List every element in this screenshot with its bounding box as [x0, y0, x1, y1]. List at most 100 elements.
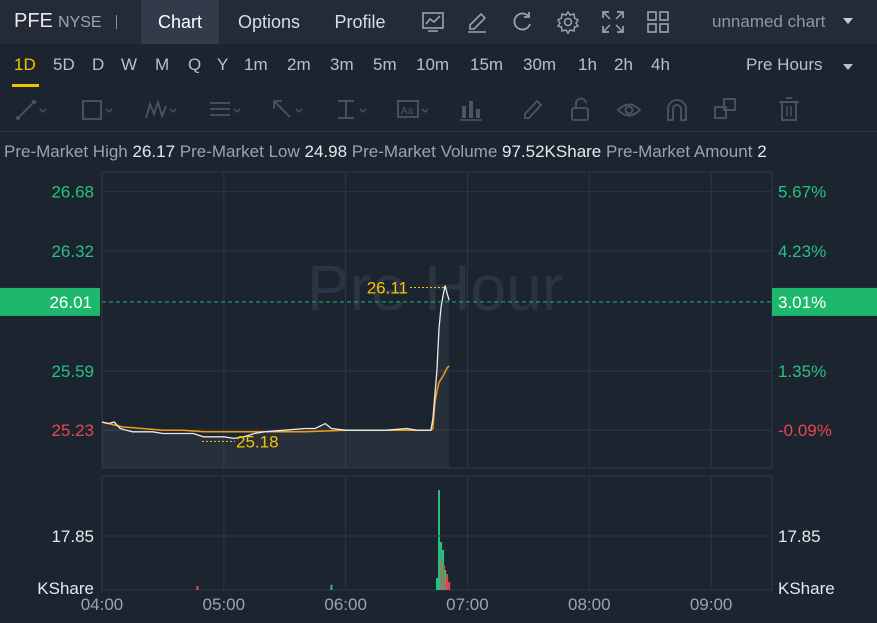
arrow-tool-icon[interactable]: [270, 96, 304, 124]
volume-bar: [440, 542, 443, 590]
volume-bar: [441, 558, 444, 590]
svg-text:Aa: Aa: [401, 106, 414, 117]
chevron-down-icon[interactable]: [843, 64, 853, 70]
price-pane: [101, 171, 773, 469]
bar-stats-tool-icon[interactable]: [458, 96, 492, 124]
volume-tick-right: 17.85: [778, 527, 821, 546]
x-tick-label: 04:00: [81, 595, 124, 614]
drawing-toolbar: Aa: [0, 88, 877, 132]
brush-tool-icon[interactable]: [520, 96, 554, 124]
volume-bar: [438, 490, 441, 590]
current-price-tag: [0, 287, 100, 316]
indicator-chart-icon[interactable]: [420, 9, 446, 35]
x-tick-label: 07:00: [446, 595, 489, 614]
volume-bar: [196, 586, 199, 590]
y-tick-label: 25.23: [51, 421, 94, 440]
stat-low-value: 24.98: [304, 142, 348, 161]
eye-visibility-icon[interactable]: [616, 96, 650, 124]
period-15m[interactable]: 15m: [470, 55, 504, 74]
y-tick-label: 26.68: [51, 183, 94, 202]
volume-bar: [446, 574, 449, 590]
y-tick-label: 26.32: [51, 242, 94, 261]
active-period-underline: [12, 84, 39, 87]
period-m[interactable]: M: [155, 55, 170, 74]
pct-tick-label: 4.23%: [778, 242, 826, 261]
stat-high-label: Pre-Market High: [4, 142, 128, 161]
session-select[interactable]: Pre Hours: [746, 55, 823, 74]
volume-unit-right: KShare: [778, 579, 835, 598]
trend-line-tool-icon[interactable]: [14, 96, 48, 124]
volume-bar: [330, 584, 333, 590]
stat-amount-label: Pre-Market Amount: [606, 142, 753, 161]
volume-bar: [444, 570, 447, 590]
pre-market-stats: Pre-Market High 26.17 Pre-Market Low 24.…: [4, 142, 877, 162]
period-w[interactable]: W: [121, 55, 138, 74]
volume-pane: [101, 475, 773, 591]
stat-high-value: 26.17: [132, 142, 176, 161]
settings-gear-icon[interactable]: [555, 9, 581, 35]
volume-bar: [443, 566, 446, 590]
pct-tick-label: 5.67%: [778, 183, 826, 202]
period-4h[interactable]: 4h: [651, 55, 670, 74]
period-2h[interactable]: 2h: [614, 55, 633, 74]
current-pct-value: 3.01%: [778, 293, 826, 312]
text-tool-icon[interactable]: Aa: [396, 96, 430, 124]
stat-low-label: Pre-Market Low: [179, 142, 300, 161]
period-y[interactable]: Y: [217, 55, 229, 74]
pattern-tool-icon[interactable]: [144, 96, 178, 124]
pct-tick-label: -0.09%: [778, 421, 832, 440]
x-tick-label: 06:00: [324, 595, 367, 614]
layout-grid-icon[interactable]: [645, 9, 671, 35]
current-price-value: 26.01: [49, 293, 92, 312]
period-1h[interactable]: 1h: [578, 55, 597, 74]
rectangle-tool-icon[interactable]: [80, 96, 114, 124]
current-pct-tag: [772, 287, 877, 316]
chart-name-select[interactable]: unnamed chart: [712, 12, 826, 31]
x-tick-label: 09:00: [690, 595, 733, 614]
period-1d[interactable]: 1D: [14, 55, 36, 74]
period-d[interactable]: D: [92, 55, 105, 74]
top-header: PFE NYSE Chart Options Profile: [0, 0, 877, 44]
chart-watermark: Pre Hour: [307, 252, 563, 324]
period-1m[interactable]: 1m: [244, 55, 268, 74]
period-30m[interactable]: 30m: [523, 55, 557, 74]
volume-bar: [436, 578, 438, 590]
high-annotation: 26.11: [367, 278, 408, 297]
volume-tick-left: 17.85: [51, 527, 94, 546]
stat-amount-value: 2: [757, 142, 767, 161]
tab-options[interactable]: Options: [237, 12, 301, 32]
period-bar: 1D 5D D W M Q Y 1m 2m 3m 5m 10m 15m 30m 1h 2h 4h Pre Hou…: [0, 44, 877, 88]
period-3m[interactable]: 3m: [330, 55, 354, 74]
unlock-icon[interactable]: [568, 96, 602, 124]
refresh-icon[interactable]: [509, 9, 535, 35]
volume-bar: [448, 582, 451, 590]
volume-unit-left: KShare: [37, 579, 94, 598]
period-5d[interactable]: 5D: [53, 55, 75, 74]
fullscreen-icon[interactable]: [600, 9, 626, 35]
price-line: [101, 285, 450, 440]
trash-icon[interactable]: [776, 96, 810, 124]
volume-bar: [442, 550, 445, 590]
stat-volume-label: Pre-Market Volume: [351, 142, 498, 161]
period-q[interactable]: Q: [188, 55, 202, 74]
tab-profile[interactable]: Profile: [334, 12, 386, 32]
period-10m[interactable]: 10m: [416, 55, 450, 74]
low-annotation: 25.18: [236, 432, 279, 451]
stat-volume-value: 97.52KShare: [502, 142, 602, 161]
header-divider: [116, 15, 117, 29]
tab-chart[interactable]: Chart: [141, 0, 219, 44]
period-5m[interactable]: 5m: [373, 55, 397, 74]
layers-icon[interactable]: [712, 96, 746, 124]
x-tick-label: 08:00: [568, 595, 611, 614]
magnet-icon[interactable]: [664, 96, 698, 124]
pct-tick-label: 1.35%: [778, 362, 826, 381]
measure-tool-icon[interactable]: [334, 96, 368, 124]
chevron-down-icon[interactable]: [843, 18, 853, 24]
ticker-symbol: PFE: [14, 10, 53, 32]
fibonacci-tool-icon[interactable]: [208, 96, 242, 124]
period-2m[interactable]: 2m: [287, 55, 311, 74]
exchange-label: NYSE: [58, 14, 102, 31]
draw-pen-icon[interactable]: [464, 9, 490, 35]
